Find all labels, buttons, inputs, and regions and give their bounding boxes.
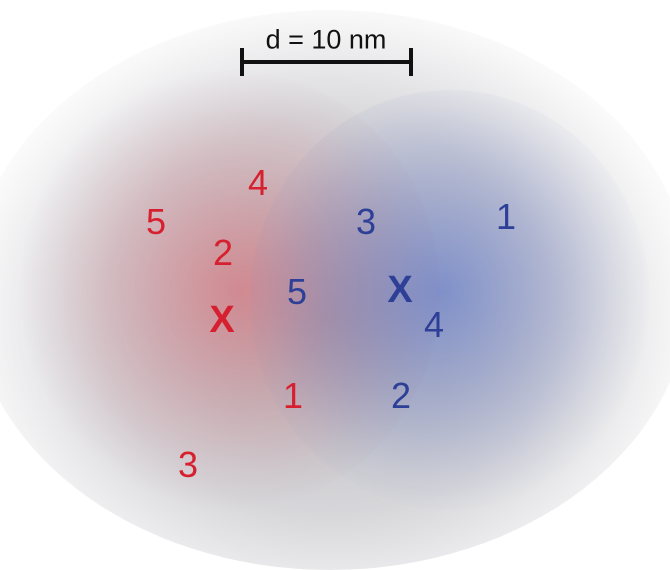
scale-bar-label: d = 10 nm — [265, 24, 387, 55]
blue-point-4: 4 — [423, 304, 445, 345]
blue-point-1: 1 — [495, 196, 517, 237]
blue-point-5: 5 — [286, 271, 308, 312]
blue-point-3: 3 — [355, 201, 377, 242]
blue-center-marker: X — [387, 269, 413, 311]
blue-probability-cloud — [250, 90, 650, 510]
red-point-4: 4 — [247, 162, 269, 203]
red-point-1: 1 — [282, 375, 304, 416]
red-point-5: 5 — [145, 201, 167, 242]
red-point-2: 2 — [212, 232, 234, 273]
red-point-3: 3 — [177, 444, 199, 485]
red-center-marker: X — [209, 299, 235, 341]
blue-point-2: 2 — [390, 375, 412, 416]
